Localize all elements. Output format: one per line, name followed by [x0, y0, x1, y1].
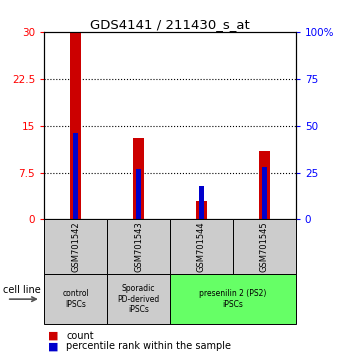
Text: GSM701545: GSM701545 [260, 222, 269, 272]
Text: ■: ■ [48, 341, 58, 351]
Bar [73, 133, 78, 219]
Text: cell line: cell line [3, 285, 41, 295]
Text: GSM701544: GSM701544 [197, 222, 206, 272]
Text: count: count [66, 331, 94, 341]
Bar [196, 201, 207, 219]
Bar [70, 32, 81, 219]
Text: ■: ■ [48, 331, 58, 341]
Text: percentile rank within the sample: percentile rank within the sample [66, 341, 231, 351]
Bar [133, 138, 144, 219]
Text: presenilin 2 (PS2)
iPSCs: presenilin 2 (PS2) iPSCs [199, 290, 267, 309]
Text: GSM701542: GSM701542 [71, 222, 80, 272]
Text: GSM701543: GSM701543 [134, 222, 143, 272]
Bar [262, 167, 267, 219]
Bar [259, 151, 270, 219]
Text: control
IPSCs: control IPSCs [62, 290, 89, 309]
Title: GDS4141 / 211430_s_at: GDS4141 / 211430_s_at [90, 18, 250, 31]
Bar [136, 169, 141, 219]
Text: Sporadic
PD-derived
iPSCs: Sporadic PD-derived iPSCs [117, 284, 160, 314]
Bar [199, 186, 204, 219]
